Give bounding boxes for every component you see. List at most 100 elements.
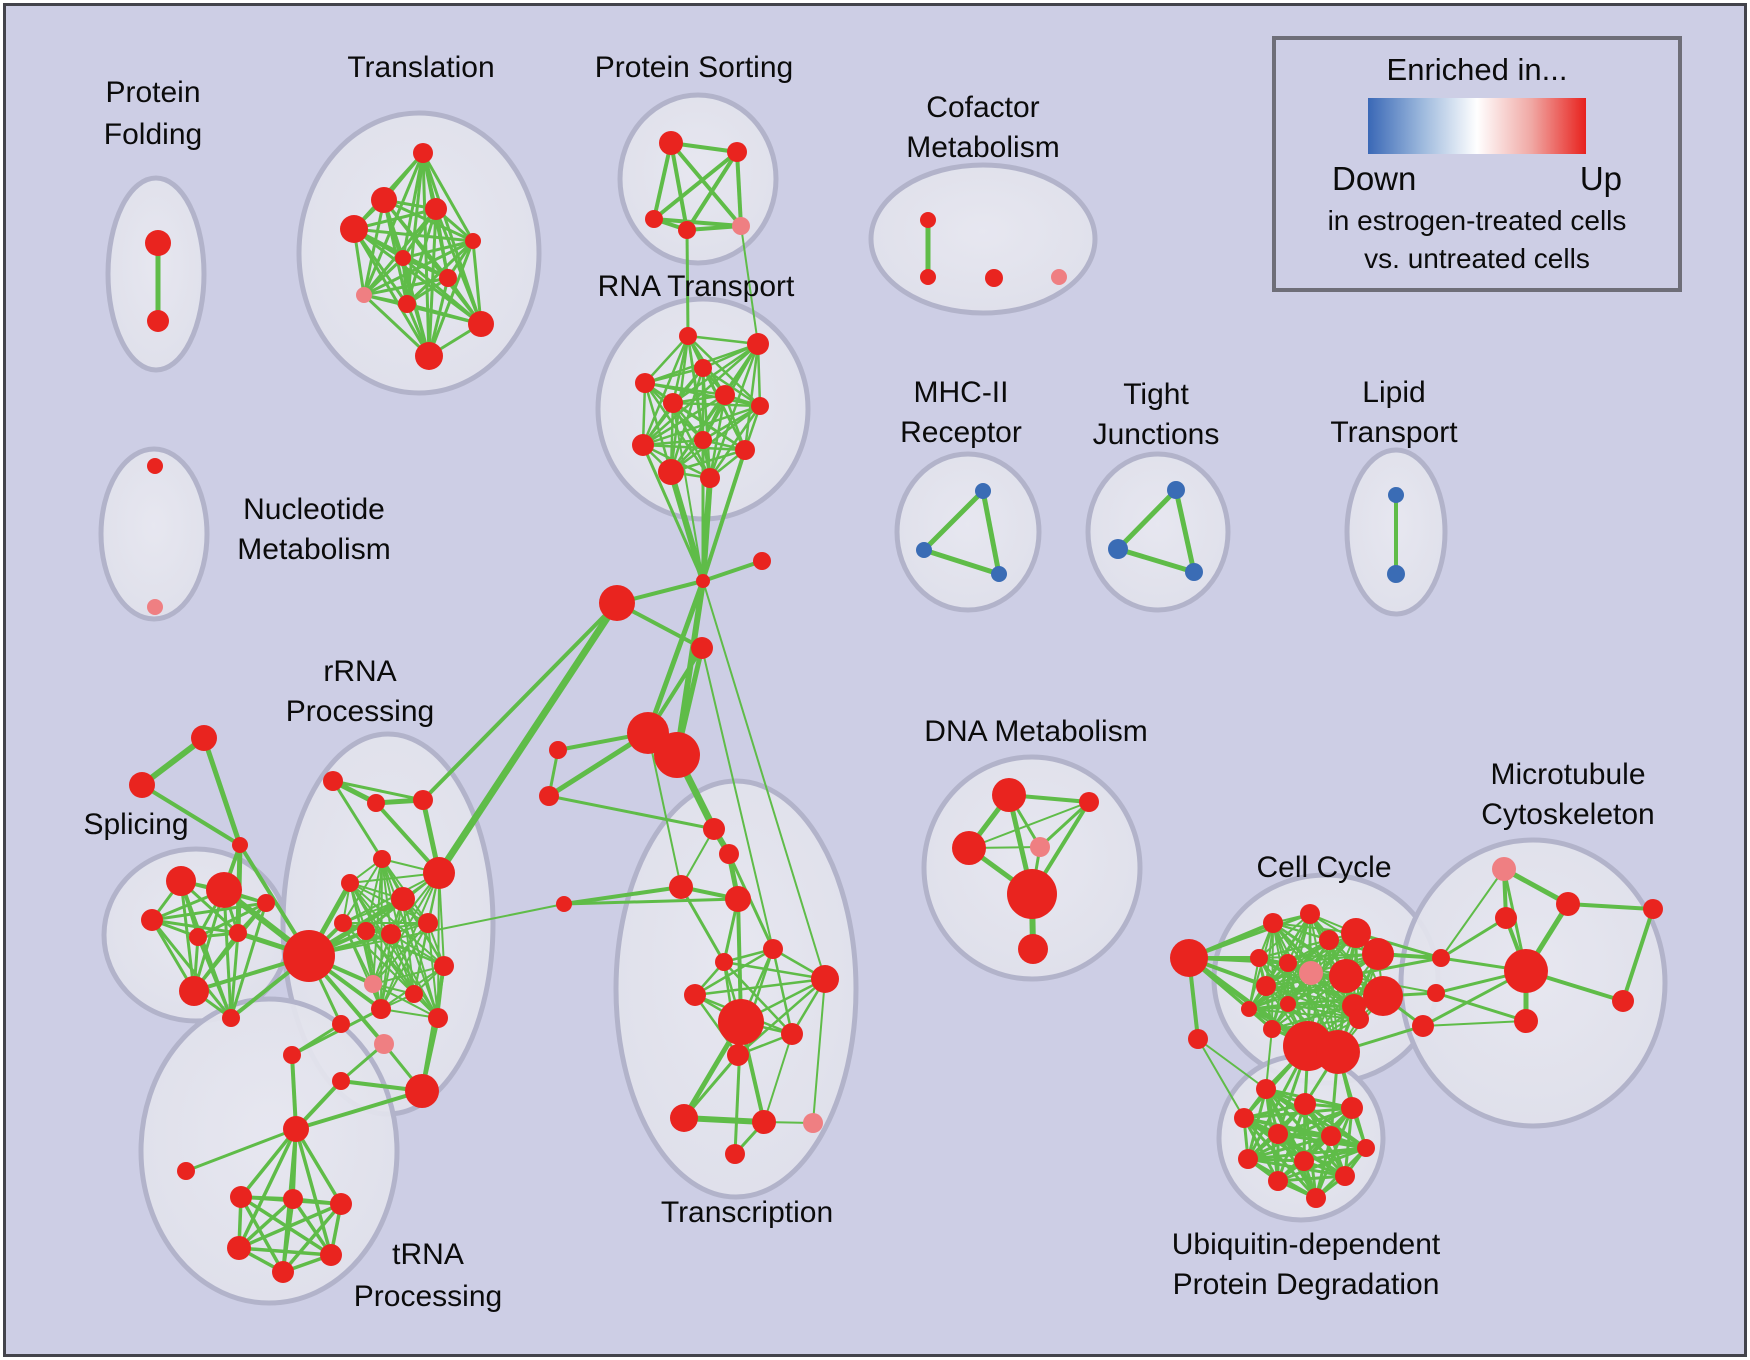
node-R12 — [364, 975, 382, 993]
node-U10 — [1268, 1171, 1288, 1191]
edge-TNH-TN5 — [237, 1128, 298, 1249]
edge-TNH-TN6 — [294, 1128, 333, 1256]
node-U11 — [1335, 1166, 1355, 1186]
node-SPHUB — [283, 930, 335, 982]
edge-RT4-RT7 — [702, 366, 761, 408]
edge-R5-R11 — [349, 882, 429, 924]
node-S3 — [141, 909, 163, 931]
node-U12 — [1306, 1188, 1326, 1208]
node-RT7 — [751, 397, 769, 415]
node-T6 — [395, 250, 411, 266]
edge-R1-R4 — [331, 780, 384, 860]
node-T5 — [465, 233, 481, 249]
node-R15 — [332, 1015, 350, 1033]
edge-T1-T8 — [362, 152, 425, 296]
node-S5 — [229, 924, 247, 942]
node-TR13 — [803, 1113, 823, 1133]
node-R7 — [423, 857, 455, 889]
node-R16 — [371, 999, 391, 1019]
legend-gradient-bar — [1368, 98, 1586, 154]
node-U2 — [1294, 1093, 1316, 1115]
cluster-label-nucleotide-metabolism: Nucleotide Metabolism — [237, 493, 390, 566]
node-U3 — [1341, 1097, 1363, 1119]
node-M5 — [1612, 990, 1634, 1012]
node-TRH — [718, 999, 764, 1045]
node-T3 — [425, 198, 447, 220]
node-TR12 — [752, 1110, 776, 1134]
node-X3 — [232, 837, 248, 853]
node-R5 — [341, 874, 359, 892]
edge-PS2-PS5 — [735, 151, 743, 227]
cluster-ellipse-protein-sorting — [617, 92, 779, 266]
node-L1 — [556, 896, 572, 912]
node-TJ3 — [1185, 563, 1203, 581]
edge-HUB1-TR3 — [647, 732, 682, 888]
cluster-ellipse-tight-junctions — [1085, 451, 1231, 613]
node-TR8 — [684, 984, 706, 1006]
edge-U6-U8 — [1247, 1134, 1332, 1161]
node-R8 — [334, 914, 352, 932]
node-TN1 — [177, 1162, 195, 1180]
edge-R19-TNH — [295, 1089, 423, 1131]
cluster-label-protein-folding: Protein Folding — [104, 76, 202, 151]
edge-T4-T11 — [352, 228, 431, 357]
edge-C18-M4 — [1422, 1020, 1527, 1027]
node-D2 — [1079, 792, 1099, 812]
edge-RT1-RT2 — [687, 334, 759, 346]
edge-S6-S8 — [192, 902, 268, 992]
node-TN2 — [230, 1186, 252, 1208]
node-R10 — [381, 924, 401, 944]
legend-title: Enriched in... — [1386, 52, 1568, 87]
node-C2 — [1300, 904, 1320, 924]
edge-RT6-J1 — [672, 402, 704, 582]
node-MH3 — [991, 566, 1007, 582]
enrichment-map-svg: Protein Folding Translation Protein Sorting… — [83, 51, 1668, 1313]
edge-TR3-TR6 — [679, 886, 726, 963]
edge-PS4-RT1 — [685, 229, 690, 337]
edge-T5-T10 — [471, 240, 483, 325]
node-TN5 — [227, 1236, 251, 1260]
node-C13 — [1329, 959, 1363, 993]
edge-C19-M3 — [1440, 916, 1507, 960]
node-R6 — [391, 887, 415, 911]
edge-RT11-J1 — [668, 471, 706, 582]
edge-TR5-TR9 — [771, 948, 794, 1035]
edge-R4-R8 — [342, 858, 383, 924]
node-X1 — [191, 725, 217, 751]
edge-RT6-RT7 — [672, 401, 761, 408]
node-TR1 — [703, 818, 725, 840]
node-U7 — [1357, 1139, 1375, 1157]
node-CM3 — [985, 269, 1003, 287]
node-T9 — [398, 295, 416, 313]
edge-TN4-TN7 — [281, 1202, 343, 1274]
node-LT2 — [1387, 565, 1405, 583]
edge-R1-R3 — [332, 779, 424, 802]
cluster-label-translation: Translation — [347, 51, 494, 84]
node-R21 — [332, 1072, 350, 1090]
edge-RT2-RT12 — [708, 343, 760, 479]
node-TR2 — [719, 844, 739, 864]
edge-U5-U7 — [1277, 1132, 1367, 1150]
cluster-ellipse-trna-processing — [138, 996, 400, 1306]
node-TJ1 — [1167, 481, 1185, 499]
node-D1 — [992, 778, 1026, 812]
node-TR3 — [669, 875, 693, 899]
edge-C19-M1 — [1440, 868, 1505, 959]
edge-S5-S7 — [229, 932, 240, 1019]
cluster-label-rna-transport: RNA Transport — [598, 270, 795, 303]
edge-TN2-TN7 — [239, 1196, 285, 1273]
edge-R9-R17 — [365, 930, 439, 1019]
node-R18 — [374, 1034, 394, 1054]
node-C10 — [1280, 996, 1296, 1012]
node-PS1 — [659, 131, 683, 155]
enrichment-map-figure: Protein Folding Translation Protein Sorting… — [3, 3, 1747, 1357]
node-T10 — [468, 311, 494, 337]
node-RT12 — [700, 468, 720, 488]
node-TR7 — [811, 965, 839, 993]
edge-J1-TR7 — [702, 580, 826, 980]
edge-J1-HUB1 — [645, 580, 706, 734]
edge-T1-T5 — [421, 152, 475, 242]
node-RT10 — [735, 440, 755, 460]
node-RT5 — [715, 385, 735, 405]
edge-T8-T11 — [362, 293, 431, 358]
